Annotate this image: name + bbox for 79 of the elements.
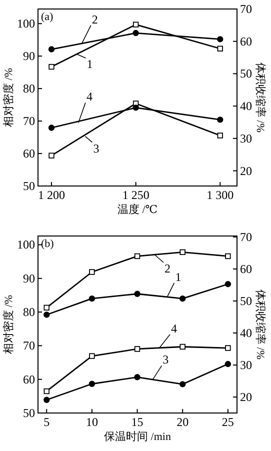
point xyxy=(134,374,140,380)
chart-title: (a) xyxy=(41,11,54,23)
y2-tick-label: 30 xyxy=(240,131,252,146)
y2-tick-label: 20 xyxy=(240,390,252,404)
y2-tick-label: 70 xyxy=(240,230,252,244)
point xyxy=(180,249,186,255)
y-tick-label: 60 xyxy=(23,146,35,161)
annotation: 1 xyxy=(86,57,93,72)
y-tick-label: 90 xyxy=(23,271,35,286)
y2-axis-title: 体积收缩率 /% xyxy=(254,290,267,360)
y2-tick-label: 50 xyxy=(240,66,252,81)
y-tick-label: 90 xyxy=(23,49,35,64)
x-tick-label: 10 xyxy=(86,415,98,429)
point xyxy=(134,253,140,260)
y-tick-label: 60 xyxy=(23,372,35,386)
annotation: 2 xyxy=(92,12,98,26)
point xyxy=(132,30,139,36)
y-tick-label: 70 xyxy=(23,114,35,128)
point xyxy=(180,295,186,302)
point xyxy=(48,152,54,158)
annotation: 3 xyxy=(162,352,169,367)
y-axis-title: 相对密度 /% xyxy=(2,68,15,127)
x-axis-title: 温度 /℃ xyxy=(117,203,158,216)
y2-tick-label: 50 xyxy=(240,294,252,308)
point xyxy=(48,46,55,52)
y-tick-label: 70 xyxy=(23,338,35,353)
y-tick-label: 100 xyxy=(17,16,35,31)
point xyxy=(48,124,55,131)
annotation: 4 xyxy=(171,321,178,336)
annotation: 3 xyxy=(93,141,100,156)
y-tick-label: 50 xyxy=(23,406,35,420)
point xyxy=(89,353,95,359)
annotation: 1 xyxy=(175,270,182,284)
y-tick-label: 80 xyxy=(23,82,35,96)
point xyxy=(88,380,96,387)
x-tick-label: 1 300 xyxy=(206,188,234,202)
y2-tick-label: 20 xyxy=(240,164,252,178)
point xyxy=(225,345,231,351)
point xyxy=(132,22,139,28)
x-tick-label: 25 xyxy=(222,415,234,429)
point xyxy=(217,132,223,138)
x-axis-title: 保温时间 /min xyxy=(104,430,172,443)
point xyxy=(217,46,223,52)
point xyxy=(48,64,54,70)
x-tick-label: 1 250 xyxy=(122,188,150,202)
x-tick-label: 20 xyxy=(176,415,189,429)
point xyxy=(89,269,95,275)
x-tick-label: 5 xyxy=(44,415,50,429)
point xyxy=(44,396,50,403)
point xyxy=(44,304,50,311)
point xyxy=(217,36,224,42)
y2-tick-label: 30 xyxy=(240,358,252,372)
point xyxy=(88,295,96,302)
x-tick-label: 15 xyxy=(131,415,144,429)
y2-tick-label: 40 xyxy=(240,99,252,114)
y-axis-title: 相对密度 /% xyxy=(2,295,15,354)
point xyxy=(44,312,50,318)
y2-axis-title: 体积收缩率 /% xyxy=(254,62,267,132)
point xyxy=(132,104,139,111)
y2-tick-label: 60 xyxy=(240,34,252,48)
chart-title: (b) xyxy=(41,238,54,250)
point xyxy=(217,116,224,123)
point xyxy=(134,290,140,297)
y2-tick-label: 60 xyxy=(240,262,252,276)
point xyxy=(224,281,232,288)
point xyxy=(180,381,186,388)
point xyxy=(180,344,186,350)
annotation: 2 xyxy=(164,262,170,276)
point xyxy=(224,360,232,368)
y-tick-label: 50 xyxy=(23,179,35,193)
x-tick-label: 1 200 xyxy=(38,188,65,202)
y2-tick-label: 40 xyxy=(240,326,252,340)
y-tick-label: 80 xyxy=(23,305,35,320)
point xyxy=(225,253,231,260)
y-tick-label: 100 xyxy=(17,238,35,252)
point xyxy=(44,388,50,394)
annotation: 4 xyxy=(86,90,92,104)
y2-tick-label: 70 xyxy=(240,2,252,16)
point xyxy=(134,346,140,352)
